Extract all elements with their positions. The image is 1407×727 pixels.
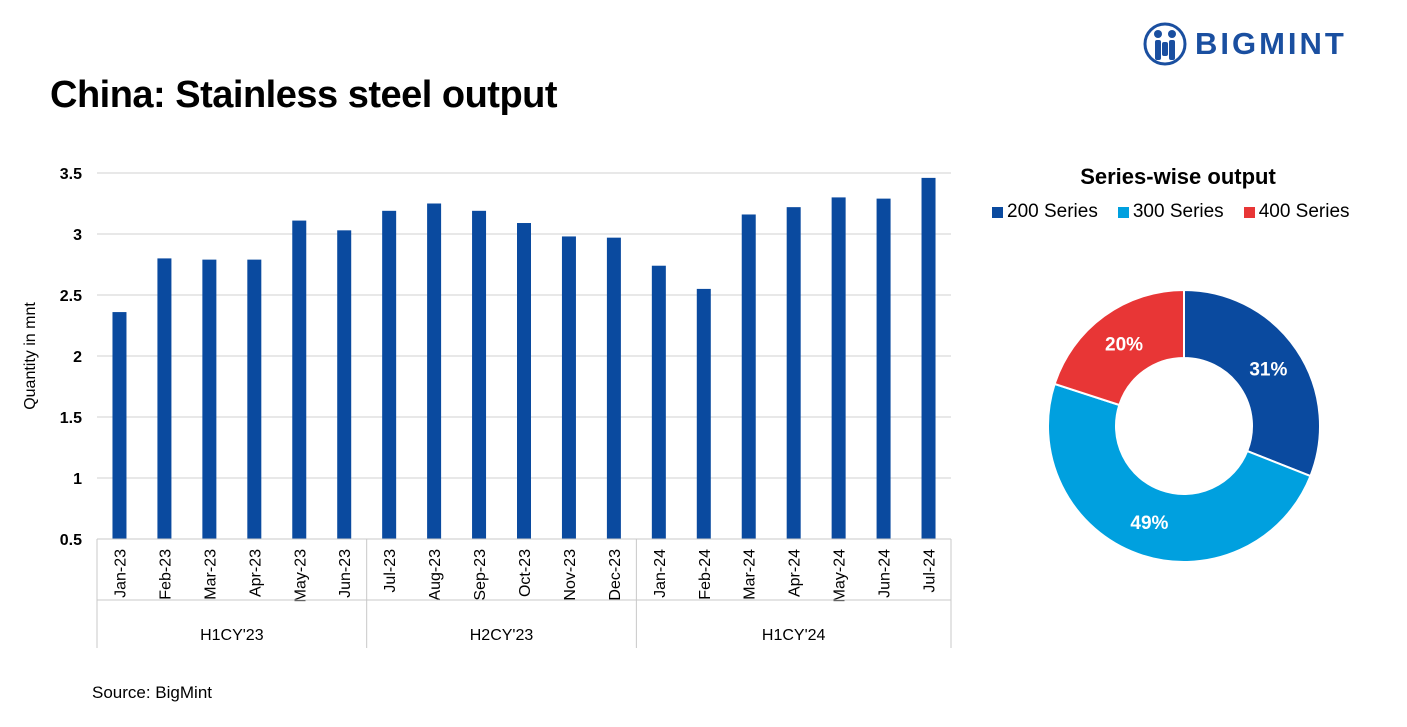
y-tick-label: 3 xyxy=(73,227,82,244)
x-tick-label: Mar-24 xyxy=(742,549,759,600)
y-tick-label: 3.5 xyxy=(60,166,82,183)
bigmint-logo-icon xyxy=(1143,22,1187,66)
bar xyxy=(112,312,127,539)
bar xyxy=(696,288,711,539)
bar xyxy=(651,265,666,539)
donut-legend: 200 Series 300 Series 400 Series xyxy=(992,201,1350,223)
legend-swatch xyxy=(992,206,1003,218)
y-tick-label: 2 xyxy=(73,349,82,366)
bar xyxy=(157,258,172,539)
bar xyxy=(786,207,801,539)
x-tick-label: Jun-24 xyxy=(877,549,894,598)
x-tick-label: Sep-23 xyxy=(472,549,489,601)
y-tick-label: 2.5 xyxy=(60,288,82,305)
bar xyxy=(427,203,442,539)
bar xyxy=(472,210,487,539)
legend-swatch xyxy=(1243,206,1255,218)
donut-chart: 31% 49% 20% xyxy=(1047,288,1321,564)
x-tick-label: Feb-24 xyxy=(697,549,714,600)
chart-title: China: Stainless steel output xyxy=(50,74,558,116)
donut-title: Series-wise output xyxy=(1080,164,1276,189)
x-tick-label: Apr-24 xyxy=(787,549,804,597)
x-tick-label: Jan-23 xyxy=(112,549,129,598)
x-group-label: H2CY'23 xyxy=(470,627,534,644)
bar xyxy=(561,236,576,539)
logo-text: BIGMINT xyxy=(1195,26,1347,61)
x-tick-label: Apr-23 xyxy=(247,549,264,597)
x-tick-label: Nov-23 xyxy=(562,549,579,601)
x-tick-label: Aug-23 xyxy=(427,549,444,601)
donut-data-label: 31% xyxy=(1249,360,1287,381)
donut-slice xyxy=(1047,382,1312,564)
donut-slice xyxy=(1053,288,1185,407)
legend-item-200-series: 200 Series xyxy=(992,201,1098,223)
y-axis-label: Quantity in mnt xyxy=(22,302,39,410)
bar xyxy=(292,220,307,539)
donut-data-label: 49% xyxy=(1130,513,1168,534)
x-tick-label: Feb-23 xyxy=(157,549,174,600)
x-tick-label: Oct-23 xyxy=(517,549,534,597)
bar xyxy=(741,214,756,539)
bar xyxy=(202,259,217,539)
bigmint-logo: BIGMINT xyxy=(1143,18,1347,70)
donut-data-label: 20% xyxy=(1105,334,1143,355)
bar xyxy=(382,210,397,539)
x-tick-label: Mar-23 xyxy=(202,549,219,600)
bar xyxy=(831,197,846,539)
legend-label: 400 Series xyxy=(1258,201,1350,222)
x-group-label: H1CY'24 xyxy=(762,627,826,644)
x-tick-label: Jun-23 xyxy=(337,549,354,598)
bar xyxy=(921,177,936,539)
legend-label: 300 Series xyxy=(1132,201,1224,222)
source-note: Source: BigMint xyxy=(92,683,212,702)
bar xyxy=(337,230,352,539)
x-tick-label: May-24 xyxy=(832,549,849,602)
x-group-label: H1CY'23 xyxy=(200,627,264,644)
x-tick-label: Jul-24 xyxy=(922,549,939,593)
x-tick-label: Jan-24 xyxy=(652,549,669,598)
legend-label: 200 Series xyxy=(1007,201,1098,222)
y-tick-label: 0.5 xyxy=(60,532,82,549)
bar xyxy=(876,198,891,539)
x-tick-label: May-23 xyxy=(292,549,309,602)
legend-item-300-series: 300 Series xyxy=(1117,201,1224,223)
legend-swatch xyxy=(1117,206,1129,218)
x-tick-label: Dec-23 xyxy=(607,549,624,601)
y-tick-label: 1 xyxy=(73,471,82,488)
bar xyxy=(606,237,621,539)
y-tick-label: 1.5 xyxy=(60,410,82,427)
bar xyxy=(517,223,531,539)
bar xyxy=(247,259,262,539)
donut-slice xyxy=(1183,288,1321,478)
x-tick-label: Jul-23 xyxy=(382,549,399,593)
legend-item-400-series: 400 Series xyxy=(1243,201,1350,223)
bar-chart: 0.5 1 1.5 2 2.5 3 3.5 Quantity in mnt Jan-23 Feb-… xyxy=(22,166,952,648)
